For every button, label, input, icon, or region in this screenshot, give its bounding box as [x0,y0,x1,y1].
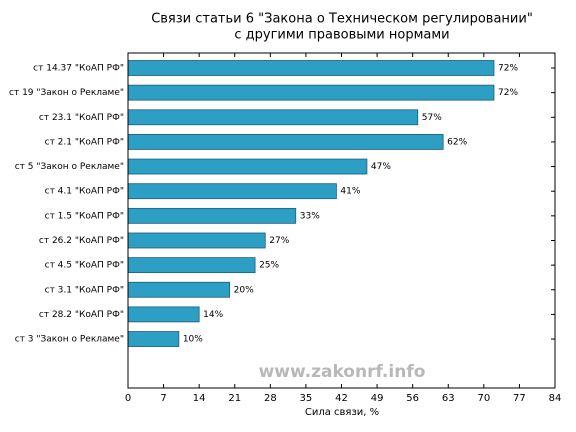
value-label: 72% [498,64,518,74]
bar [127,109,419,126]
bar [127,84,495,101]
value-label: 62% [447,137,467,147]
x-axis-label: Сила связи, % [305,407,379,418]
x-tick-label: 77 [513,393,526,404]
chart-title: Связи статьи 6 "Закона о Техническом рег… [151,12,533,27]
y-tick-label: ст 28.2 "КоАП РФ" [39,310,124,320]
chart-subtitle: с другими правовыми нормами [234,28,449,43]
y-tick-label: ст 4.5 "КоАП РФ" [45,261,124,271]
x-tick-label: 56 [406,393,419,404]
y-tick-label: ст 26.2 "КоАП РФ" [39,236,124,246]
bar [127,257,256,274]
x-tick-label: 84 [549,393,562,404]
bar [127,60,495,76]
x-tick-label: 0 [125,393,131,404]
y-tick-label: ст 4.1 "КоАП РФ" [45,187,124,197]
bar [127,232,266,249]
value-label: 25% [259,261,279,271]
value-label: 20% [234,285,254,295]
y-tick-label: ст 1.5 "КоАП РФ" [45,211,124,221]
bar [127,183,337,200]
value-label: 33% [300,211,320,221]
bar [127,281,231,298]
y-tick-label: ст 2.1 "КоАП РФ" [45,137,124,147]
value-label: 10% [183,335,203,345]
value-label: 47% [371,162,391,172]
x-tick-label: 14 [193,393,206,404]
y-tick-label: ст 5 "Закон о Рекламе" [15,162,124,172]
x-tick-label: 70 [477,393,490,404]
value-label: 41% [340,187,360,197]
x-tick-label: 21 [228,393,241,404]
plot-frame [127,52,556,389]
y-tick-label: ст 19 "Закон о Рекламе" [9,88,124,98]
x-tick-label: 42 [335,393,348,404]
value-label: 27% [269,236,289,246]
bar [127,306,200,323]
value-label: 57% [422,113,442,123]
bar [127,158,368,175]
y-tick-label: ст 23.1 "КоАП РФ" [39,113,124,123]
value-label: 72% [498,88,518,98]
value-label: 14% [203,310,223,320]
bar [127,331,180,347]
y-tick-label: ст 3.1 "КоАП РФ" [45,285,124,295]
bar [127,134,444,150]
x-tick-label: 35 [300,393,313,404]
y-tick-label: ст 3 "Закон о Рекламе" [15,335,124,345]
x-tick-label: 49 [371,393,384,404]
y-tick-label: ст 14.37 "КоАП РФ" [33,64,124,74]
watermark: www.zakonrf.info [259,362,426,382]
x-tick-label: 28 [264,393,277,404]
x-tick-label: 63 [442,393,455,404]
x-tick-label: 7 [160,393,166,404]
bar [127,207,297,224]
